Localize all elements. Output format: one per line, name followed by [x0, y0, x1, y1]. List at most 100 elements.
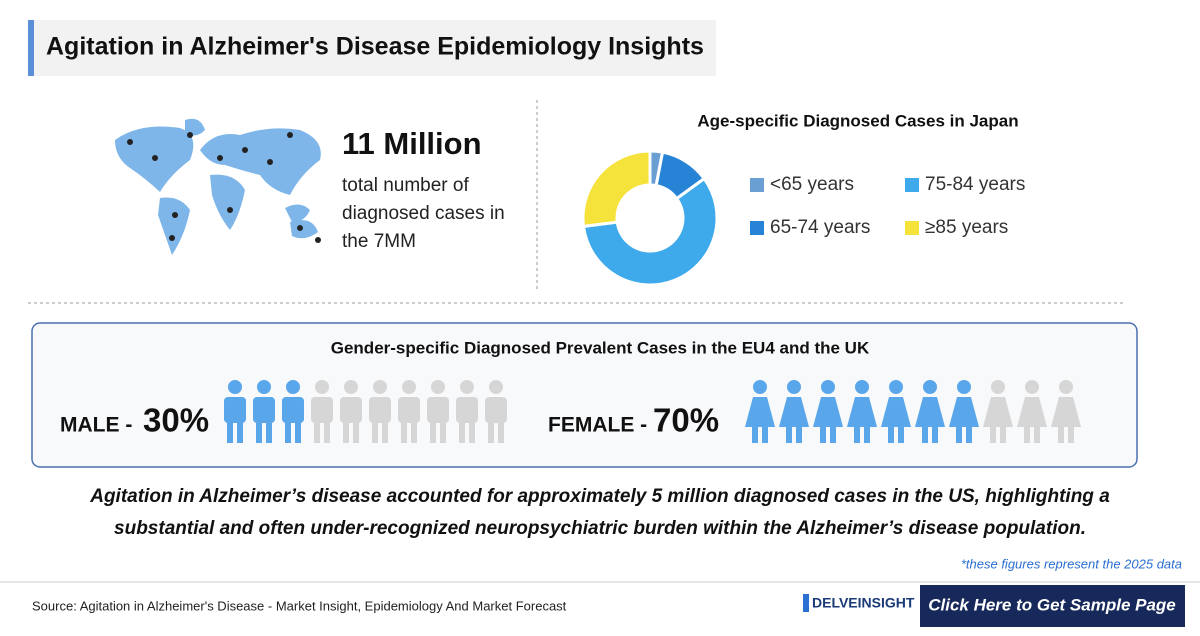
person-icon: [949, 380, 979, 443]
leg: [256, 423, 262, 443]
leg: [898, 423, 904, 443]
gender-title: Gender-specific Diagnosed Prevalent Case…: [331, 338, 870, 357]
leg: [266, 423, 272, 443]
description: the 7MM: [342, 231, 416, 252]
leg: [285, 423, 291, 443]
person-icon: [224, 380, 246, 443]
summary: substantial and often under-recognized n…: [114, 518, 1086, 539]
leg: [956, 423, 962, 443]
person-icon: [340, 380, 362, 443]
person-icon: [485, 380, 507, 443]
body: [456, 397, 478, 423]
person-icon: [369, 380, 391, 443]
head: [1025, 380, 1039, 394]
body: [779, 397, 809, 427]
title-box: [28, 20, 716, 76]
head: [991, 380, 1005, 394]
person-icon: [456, 380, 478, 443]
person-icon: [745, 380, 775, 443]
leg: [353, 423, 359, 443]
body: [282, 397, 304, 423]
person-icon: [881, 380, 911, 443]
body: [745, 397, 775, 427]
leg: [314, 423, 320, 443]
leg: [922, 423, 928, 443]
sample-button[interactable]: [920, 585, 1185, 627]
male-label: MALE -: [60, 414, 132, 437]
leg: [888, 423, 894, 443]
leg: [237, 423, 243, 443]
head: [1059, 380, 1073, 394]
person-icon: [311, 380, 333, 443]
person-icon: [847, 380, 877, 443]
headline: 11 Million: [342, 126, 482, 161]
pie-slice: [581, 176, 719, 287]
leg: [411, 423, 417, 443]
body: [915, 397, 945, 427]
legend-swatch: [750, 178, 764, 192]
body: [253, 397, 275, 423]
head: [489, 380, 503, 394]
source: Source: Agitation in Alzheimer's Disease…: [32, 598, 567, 613]
legend-label: ≥85 years: [925, 217, 1008, 238]
leg: [1034, 423, 1040, 443]
logo: DELVEINSIGHT: [812, 595, 915, 611]
body: [1017, 397, 1047, 427]
leg: [324, 423, 330, 443]
head: [753, 380, 767, 394]
head: [431, 380, 445, 394]
leg: [762, 423, 768, 443]
leg: [498, 423, 504, 443]
legend-label: 65-74 years: [770, 217, 870, 238]
leg: [440, 423, 446, 443]
button-label[interactable]: Click Here to Get Sample Page: [928, 595, 1176, 614]
body: [311, 397, 333, 423]
body: [847, 397, 877, 427]
person-icon: [398, 380, 420, 443]
legend-label: <65 years: [770, 174, 854, 195]
person-icon: [1051, 380, 1081, 443]
person-icon: [282, 380, 304, 443]
person-icon: [1017, 380, 1047, 443]
body: [427, 397, 449, 423]
legend-label: 75-84 years: [925, 174, 1025, 195]
person-icon: [915, 380, 945, 443]
body: [485, 397, 507, 423]
pie-slice: [581, 149, 652, 229]
head: [787, 380, 801, 394]
leg: [864, 423, 870, 443]
leg: [796, 423, 802, 443]
body: [340, 397, 362, 423]
leg: [1068, 423, 1074, 443]
leg: [820, 423, 826, 443]
person-icon: [427, 380, 449, 443]
description: diagnosed cases in: [342, 203, 505, 224]
body: [1051, 397, 1081, 427]
logo-mark: [803, 594, 809, 612]
leg: [430, 423, 436, 443]
leg: [990, 423, 996, 443]
body: [398, 397, 420, 423]
head: [402, 380, 416, 394]
leg: [830, 423, 836, 443]
leg: [786, 423, 792, 443]
leg: [1000, 423, 1006, 443]
map-figures: [127, 132, 321, 243]
leg: [372, 423, 378, 443]
head: [821, 380, 835, 394]
body: [369, 397, 391, 423]
leg: [295, 423, 301, 443]
head: [228, 380, 242, 394]
male-value: 30%: [143, 402, 209, 439]
person-icon: [779, 380, 809, 443]
leg: [459, 423, 465, 443]
head: [257, 380, 271, 394]
body: [224, 397, 246, 423]
title: Agitation in Alzheimer's Disease Epidemi…: [46, 33, 704, 61]
title-accent: [28, 20, 34, 76]
leg: [854, 423, 860, 443]
female-label: FEMALE -: [548, 414, 647, 437]
female-value: 70%: [653, 402, 719, 439]
